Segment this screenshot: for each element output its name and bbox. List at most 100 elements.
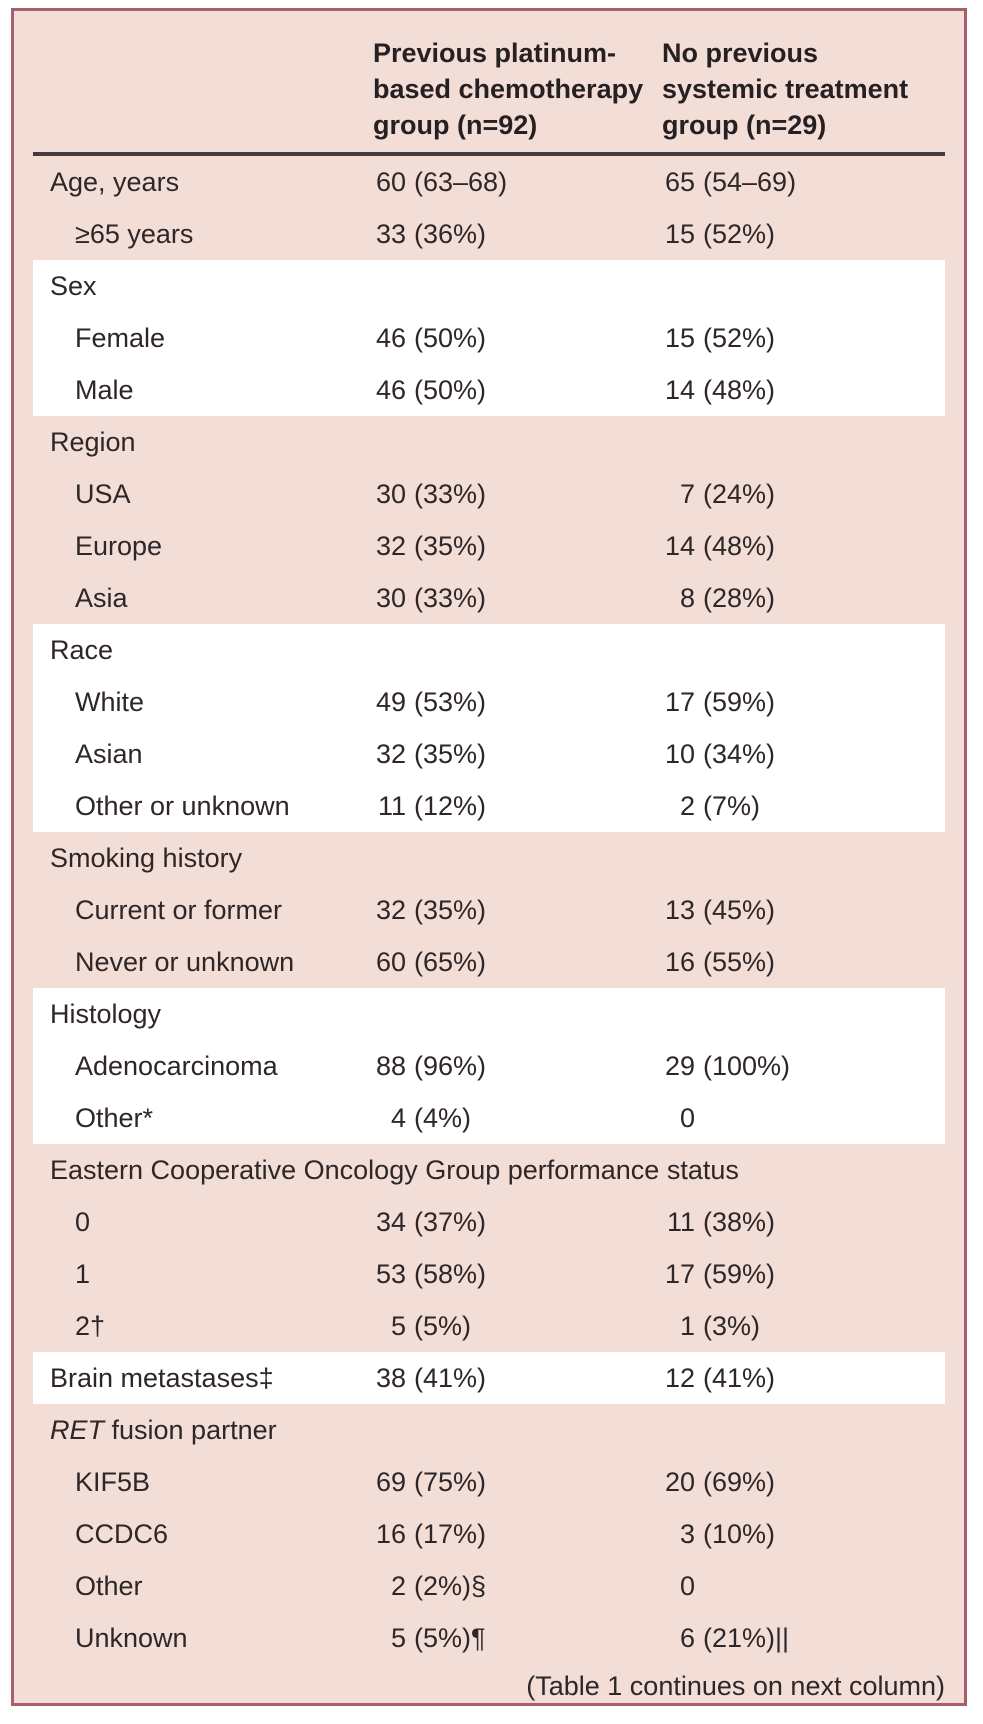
value-detail: (52%) xyxy=(703,219,776,249)
value-no-treatment-group: 65 (54–69) xyxy=(662,166,945,198)
value-platinum-group: 4 (4%) xyxy=(373,1102,662,1134)
value-detail: (36%) xyxy=(414,219,487,249)
row-label-text: Eastern Cooperative Oncology Group perfo… xyxy=(50,1155,739,1185)
value-number: 11 xyxy=(377,791,406,821)
value-number: 16 xyxy=(664,947,695,977)
section-brain-metastases: Brain metastases‡ 38 (41%) 12 (41%) xyxy=(33,1352,945,1404)
row-label: Sex xyxy=(33,270,945,302)
value-platinum-group: 88 (96%) xyxy=(373,1050,662,1082)
value-platinum-group: 5 (5%) xyxy=(373,1310,662,1342)
table-row: Other 2 (2%)§ 0 xyxy=(33,1560,945,1612)
section-histology: Histology Adenocarcinoma 88 (96%) 29 (100%) Ot… xyxy=(33,988,945,1144)
value-no-treatment-group: 10 (34%) xyxy=(662,738,945,770)
row-label-text: Current or former xyxy=(75,895,283,925)
value-platinum-group: 60 (63–68) xyxy=(373,166,662,198)
row-label: Brain metastases‡ xyxy=(33,1362,373,1394)
row-label: Other xyxy=(33,1570,373,1602)
value-number: 34 xyxy=(375,1207,406,1237)
value-no-treatment-group: 17 (59%) xyxy=(662,686,945,718)
row-label-gene-symbol: RET xyxy=(50,1415,104,1445)
value-platinum-group: 33 (36%) xyxy=(373,218,662,250)
row-label: Never or unknown xyxy=(33,946,373,978)
row-label-text: KIF5B xyxy=(75,1467,151,1497)
value-detail: (48%) xyxy=(703,531,776,561)
value-detail: (45%) xyxy=(703,895,776,925)
row-label-text: USA xyxy=(75,479,131,509)
value-platinum-group: 30 (33%) xyxy=(373,582,662,614)
table-row: Region xyxy=(33,416,945,468)
value-no-treatment-group: 8 (28%) xyxy=(662,582,945,614)
value-detail: (69%) xyxy=(703,1467,776,1497)
value-detail: (58%) xyxy=(414,1259,487,1289)
value-number: 12 xyxy=(664,1363,695,1393)
table-row: CCDC6 16 (17%) 3 (10%) xyxy=(33,1508,945,1560)
value-platinum-group: 30 (33%) xyxy=(373,478,662,510)
value-detail: (10%) xyxy=(703,1519,776,1549)
table-row: Brain metastases‡ 38 (41%) 12 (41%) xyxy=(33,1352,945,1404)
value-no-treatment-group: 1 (3%) xyxy=(662,1310,945,1342)
value-detail: (35%) xyxy=(414,895,487,925)
value-number: 11 xyxy=(666,1207,695,1237)
value-number: 49 xyxy=(375,687,406,717)
value-detail: (12%) xyxy=(414,791,487,821)
value-platinum-group: 53 (58%) xyxy=(373,1258,662,1290)
row-label: Unknown xyxy=(33,1622,373,1654)
value-platinum-group: 69 (75%) xyxy=(373,1466,662,1498)
value-detail: (41%) xyxy=(703,1363,776,1393)
section-ret-fusion-partner: RET fusion partner KIF5B 69 (75%) 20 (69%) CCD… xyxy=(33,1404,945,1664)
value-detail: (33%) xyxy=(414,479,487,509)
row-label: Asian xyxy=(33,738,373,770)
value-detail: (53%) xyxy=(414,687,487,717)
value-detail: (7%) xyxy=(703,791,761,821)
value-number: 4 xyxy=(390,1103,406,1133)
value-number: 3 xyxy=(679,1519,695,1549)
value-detail: (3%) xyxy=(703,1311,761,1341)
table-row: RET fusion partner xyxy=(33,1404,945,1456)
row-label: Other or unknown xyxy=(33,790,373,822)
table-row: Male 46 (50%) 14 (48%) xyxy=(33,364,945,416)
value-detail: (21%)|| xyxy=(703,1623,790,1653)
row-label-text: 0 xyxy=(75,1207,91,1237)
value-detail: (2%)§ xyxy=(414,1571,487,1601)
row-label-text: Male xyxy=(75,375,134,405)
value-detail: (37%) xyxy=(414,1207,487,1237)
row-label: 0 xyxy=(33,1206,373,1238)
value-detail: (48%) xyxy=(703,375,776,405)
table-row: Female 46 (50%) 15 (52%) xyxy=(33,312,945,364)
value-no-treatment-group: 6 (21%)|| xyxy=(662,1622,945,1654)
table-row: Adenocarcinoma 88 (96%) 29 (100%) xyxy=(33,1040,945,1092)
value-detail: (59%) xyxy=(703,1259,776,1289)
value-number: 30 xyxy=(375,479,406,509)
value-detail: (28%) xyxy=(703,583,776,613)
value-detail: (35%) xyxy=(414,739,487,769)
row-label: Other* xyxy=(33,1102,373,1134)
row-label-text: Histology xyxy=(50,999,162,1029)
value-detail: (75%) xyxy=(414,1467,487,1497)
value-number: 60 xyxy=(375,947,406,977)
value-number: 0 xyxy=(679,1103,695,1133)
row-label: Adenocarcinoma xyxy=(33,1050,373,1082)
value-number: 88 xyxy=(375,1051,406,1081)
value-number: 6 xyxy=(679,1623,695,1653)
row-label-text: Sex xyxy=(50,271,97,301)
row-label-text: Race xyxy=(50,635,114,665)
table-row: 0 34 (37%) 11 (38%) xyxy=(33,1196,945,1248)
row-label-text: Female xyxy=(75,323,166,353)
value-number: 60 xyxy=(375,167,406,197)
value-number: 14 xyxy=(664,375,695,405)
value-platinum-group: 2 (2%)§ xyxy=(373,1570,662,1602)
row-label-text: Adenocarcinoma xyxy=(75,1051,278,1081)
row-label-text: Europe xyxy=(75,531,163,561)
section-age: Age, years 60 (63–68) 65 (54–69) ≥65 years 33 (… xyxy=(33,156,945,260)
value-detail: (59%) xyxy=(703,687,776,717)
table-row: Smoking history xyxy=(33,832,945,884)
value-detail: (5%) xyxy=(414,1311,472,1341)
table-row: 2† 5 (5%) 1 (3%) xyxy=(33,1300,945,1352)
value-number: 69 xyxy=(375,1467,406,1497)
row-label-text: White xyxy=(75,687,145,717)
section-region: Region USA 30 (33%) 7 (24%) Europe 32 (35%) 14 (48… xyxy=(33,416,945,624)
value-platinum-group: 34 (37%) xyxy=(373,1206,662,1238)
value-number: 5 xyxy=(390,1623,406,1653)
section-sex: Sex Female 46 (50%) 15 (52%) Male 46 (50%) 14 (48%… xyxy=(33,260,945,416)
row-label: Age, years xyxy=(33,166,373,198)
